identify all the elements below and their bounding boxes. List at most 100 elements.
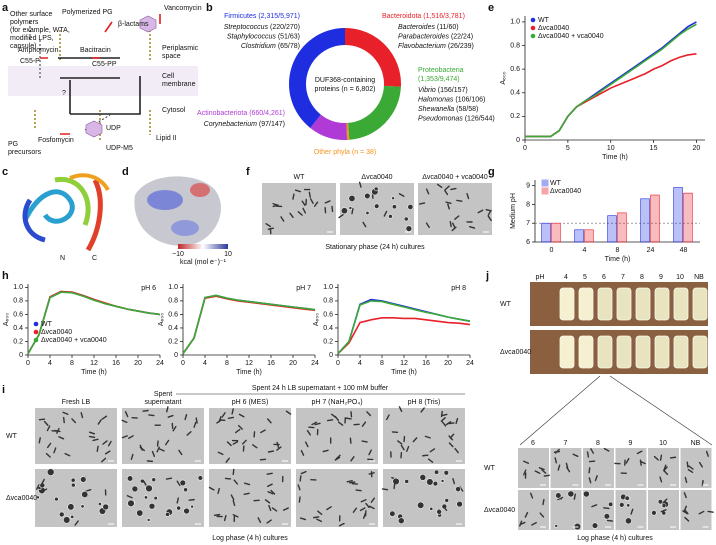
series-line — [27, 291, 161, 355]
genus-label: Staphylococcus (51/63) — [227, 33, 300, 40]
legend-label: WT — [550, 180, 562, 187]
row-label: WT — [6, 433, 18, 440]
x-tick-label: 0 — [336, 360, 340, 367]
cell — [96, 445, 99, 453]
micrograph — [209, 469, 291, 527]
tube — [692, 335, 708, 369]
bar — [673, 187, 683, 243]
category-value: (660/4,261) — [249, 110, 285, 117]
y-tick-label: 0.6 — [13, 311, 23, 318]
cell — [300, 470, 307, 475]
category-label: Actinobacteriota (660/4,261) — [197, 110, 285, 117]
cell — [684, 476, 688, 484]
cell — [127, 499, 135, 508]
diagram-label: Lipid II — [156, 135, 177, 142]
cell — [121, 435, 128, 439]
cell — [417, 501, 425, 509]
cell — [334, 456, 341, 461]
genus-count: (156/157) — [438, 87, 468, 94]
cell — [639, 459, 642, 466]
cell — [101, 457, 107, 463]
cell — [351, 208, 354, 215]
tube — [673, 335, 689, 369]
cell — [451, 226, 457, 232]
cell — [588, 467, 591, 474]
cell — [539, 512, 545, 518]
x-tick-label: 0 — [523, 145, 527, 152]
cell — [651, 510, 657, 516]
cell — [179, 479, 186, 487]
cell — [280, 216, 285, 222]
cell — [441, 421, 447, 427]
bar — [683, 192, 693, 243]
cell — [88, 431, 96, 435]
zoom-lines — [519, 375, 713, 446]
diagram-label: β-lactams — [118, 21, 149, 28]
cell — [541, 469, 547, 474]
cell — [225, 457, 230, 463]
x-tick-label: 12 — [90, 360, 98, 367]
caption: Log phase (4 h) cultures — [212, 535, 288, 542]
tube — [559, 287, 575, 321]
category-name: Other phyla — [314, 149, 350, 156]
panel-letter: g — [488, 166, 495, 178]
cell — [420, 407, 425, 413]
panel-letter: b — [206, 2, 213, 14]
bar — [607, 215, 617, 243]
cell — [176, 497, 180, 504]
y-axis-label: A₆₀₀ — [3, 313, 10, 326]
cell — [292, 193, 295, 200]
tube — [654, 287, 670, 321]
cell — [193, 421, 197, 428]
panel-letter: j — [485, 270, 489, 282]
x-tick-label: 0 — [550, 247, 554, 254]
cell — [313, 516, 320, 519]
cell — [705, 450, 709, 457]
cell — [425, 222, 430, 229]
genus-count: (58/58) — [456, 106, 478, 113]
cell — [436, 183, 443, 189]
column-label: 6 — [531, 440, 535, 447]
diagram-label: (for example, WTA, — [10, 27, 70, 34]
cell — [70, 514, 75, 519]
cell — [143, 495, 148, 500]
cell — [554, 448, 560, 454]
cell — [386, 414, 390, 421]
cell — [297, 211, 303, 216]
cell — [442, 505, 448, 511]
cell — [243, 492, 250, 495]
cell — [398, 193, 405, 197]
cell — [360, 499, 367, 503]
micrograph — [550, 448, 582, 488]
donut-segment — [289, 28, 345, 128]
y-axis-label: Medium pH — [510, 193, 517, 229]
cell — [148, 414, 155, 417]
cell — [543, 474, 550, 477]
sugar — [139, 15, 157, 33]
micrograph — [615, 490, 647, 530]
column-label: Δvca0040 — [361, 174, 392, 181]
legend-label: Δvca0040 + vca0040 — [538, 33, 604, 40]
cell — [56, 427, 60, 434]
inhibitor-marks — [40, 14, 161, 135]
cell — [331, 205, 334, 213]
cell — [362, 221, 367, 228]
micrograph — [122, 408, 204, 464]
cell — [243, 482, 251, 486]
diagram-label: Cytosol — [162, 107, 186, 114]
cell — [41, 478, 45, 485]
cell — [368, 449, 372, 456]
cell — [67, 503, 75, 511]
cell — [538, 467, 545, 471]
cell — [443, 470, 449, 476]
legend-swatch — [33, 321, 39, 327]
cell — [184, 414, 188, 421]
cell — [449, 220, 452, 228]
cell — [340, 207, 348, 215]
diagram-label: ? — [62, 90, 66, 97]
cell — [130, 453, 134, 460]
cell — [186, 431, 192, 436]
column-label: supernatant — [145, 399, 182, 406]
micrograph — [648, 490, 679, 530]
series-line — [525, 52, 697, 138]
